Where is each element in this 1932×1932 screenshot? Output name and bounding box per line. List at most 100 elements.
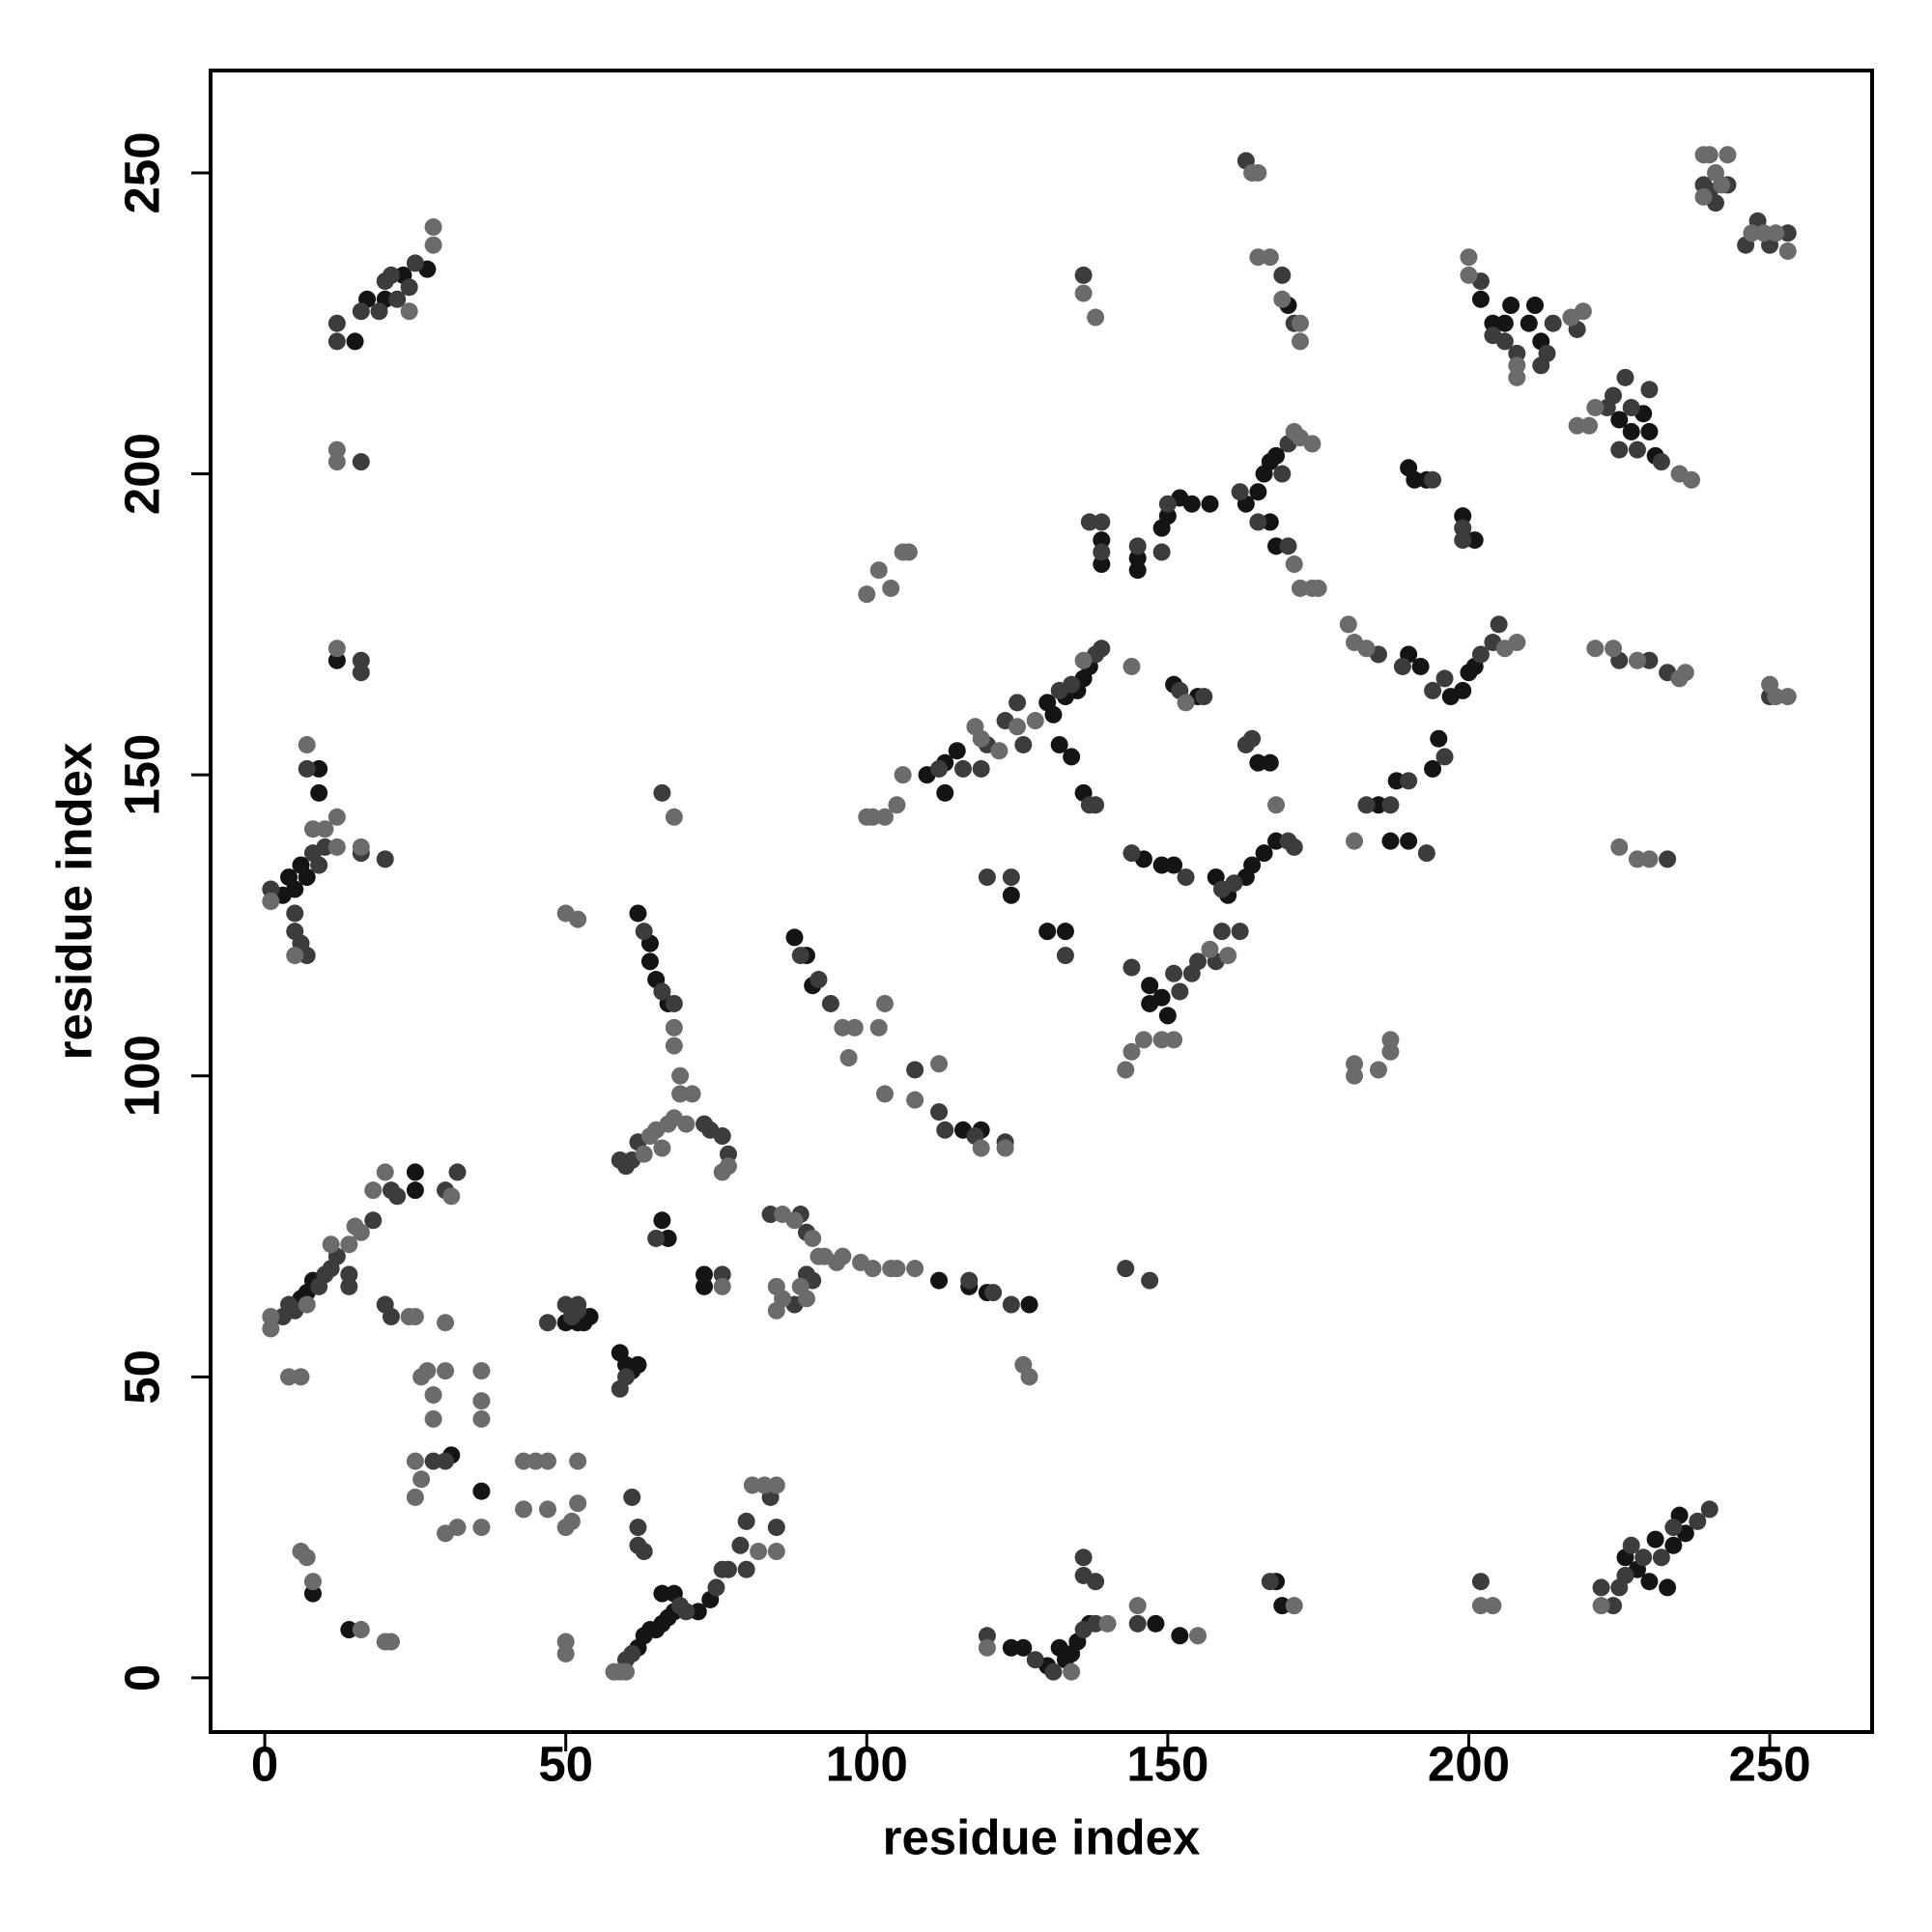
point [1291, 579, 1309, 597]
point [1309, 579, 1327, 597]
point [1339, 615, 1357, 634]
point [1484, 314, 1502, 332]
point [1243, 729, 1262, 748]
point [1526, 297, 1545, 315]
point [1460, 266, 1478, 284]
point [352, 664, 370, 682]
point [298, 1548, 316, 1567]
point [1074, 284, 1093, 302]
point [1424, 681, 1442, 699]
point [1249, 163, 1267, 182]
point [1261, 513, 1279, 531]
point [1369, 1061, 1387, 1079]
point [1093, 513, 1111, 531]
point [382, 266, 400, 284]
point [1219, 947, 1237, 965]
point [906, 1061, 924, 1079]
point [617, 1368, 635, 1386]
y-axis-label: residue index [46, 743, 101, 1061]
point [1249, 753, 1267, 772]
point [978, 1627, 996, 1645]
point [1616, 368, 1634, 386]
point [406, 1308, 424, 1325]
point [617, 1662, 635, 1681]
point [869, 1018, 888, 1037]
x-tick-label: 50 [538, 1736, 593, 1791]
y-tick-label: 150 [114, 734, 169, 816]
point [1261, 248, 1279, 267]
point [605, 1662, 623, 1681]
point [538, 1452, 556, 1470]
point [1158, 495, 1177, 513]
point [665, 1037, 683, 1055]
point [1026, 1651, 1044, 1669]
point [875, 994, 894, 1012]
point [1664, 1536, 1683, 1554]
point [785, 1211, 804, 1230]
point [1273, 290, 1292, 308]
point [352, 1621, 370, 1639]
point [1610, 440, 1629, 459]
y-tick-label: 100 [114, 1035, 169, 1117]
point [1177, 868, 1195, 887]
point [1640, 1573, 1659, 1591]
point [1020, 1295, 1038, 1314]
point [821, 994, 839, 1012]
point [1056, 923, 1074, 941]
point [1074, 651, 1093, 669]
point [556, 1519, 575, 1537]
point [1002, 868, 1020, 887]
point [1026, 712, 1044, 730]
point [327, 838, 346, 856]
point [352, 302, 370, 321]
point [424, 236, 442, 254]
point [382, 1633, 400, 1651]
point [1454, 519, 1472, 537]
point [1694, 187, 1713, 206]
point [1664, 1519, 1683, 1537]
point [804, 1229, 822, 1247]
point [448, 1519, 467, 1537]
point [785, 928, 804, 947]
point [340, 1236, 358, 1254]
point [1002, 1638, 1020, 1657]
point [437, 1362, 455, 1380]
point [1134, 1031, 1152, 1049]
point [1273, 266, 1292, 284]
x-axis-label: residue index [883, 1809, 1201, 1864]
point [1430, 729, 1448, 748]
point [635, 923, 653, 941]
point [1616, 1566, 1634, 1584]
point [1128, 1597, 1147, 1615]
point [1249, 483, 1267, 501]
point [1063, 1662, 1081, 1681]
point [316, 838, 334, 856]
point [1098, 1614, 1117, 1633]
point [1700, 146, 1719, 164]
point [406, 1181, 424, 1200]
point [1471, 645, 1490, 664]
point [653, 1211, 671, 1230]
point [1122, 844, 1141, 863]
point [472, 1519, 491, 1537]
point [1093, 543, 1111, 561]
point [280, 868, 298, 887]
point [1605, 386, 1623, 405]
point [1249, 248, 1267, 267]
point [1189, 952, 1208, 971]
point [1038, 923, 1057, 941]
point [984, 1284, 1003, 1302]
point [930, 1271, 949, 1290]
point [960, 1271, 979, 1290]
point [472, 1362, 491, 1380]
point [303, 820, 322, 838]
point [1713, 176, 1731, 194]
point [1171, 982, 1189, 1001]
point [437, 1314, 455, 1332]
point [327, 453, 346, 471]
point [1400, 832, 1418, 850]
point [1014, 735, 1033, 753]
point [1508, 368, 1526, 386]
point [1152, 856, 1171, 874]
point [978, 868, 996, 887]
